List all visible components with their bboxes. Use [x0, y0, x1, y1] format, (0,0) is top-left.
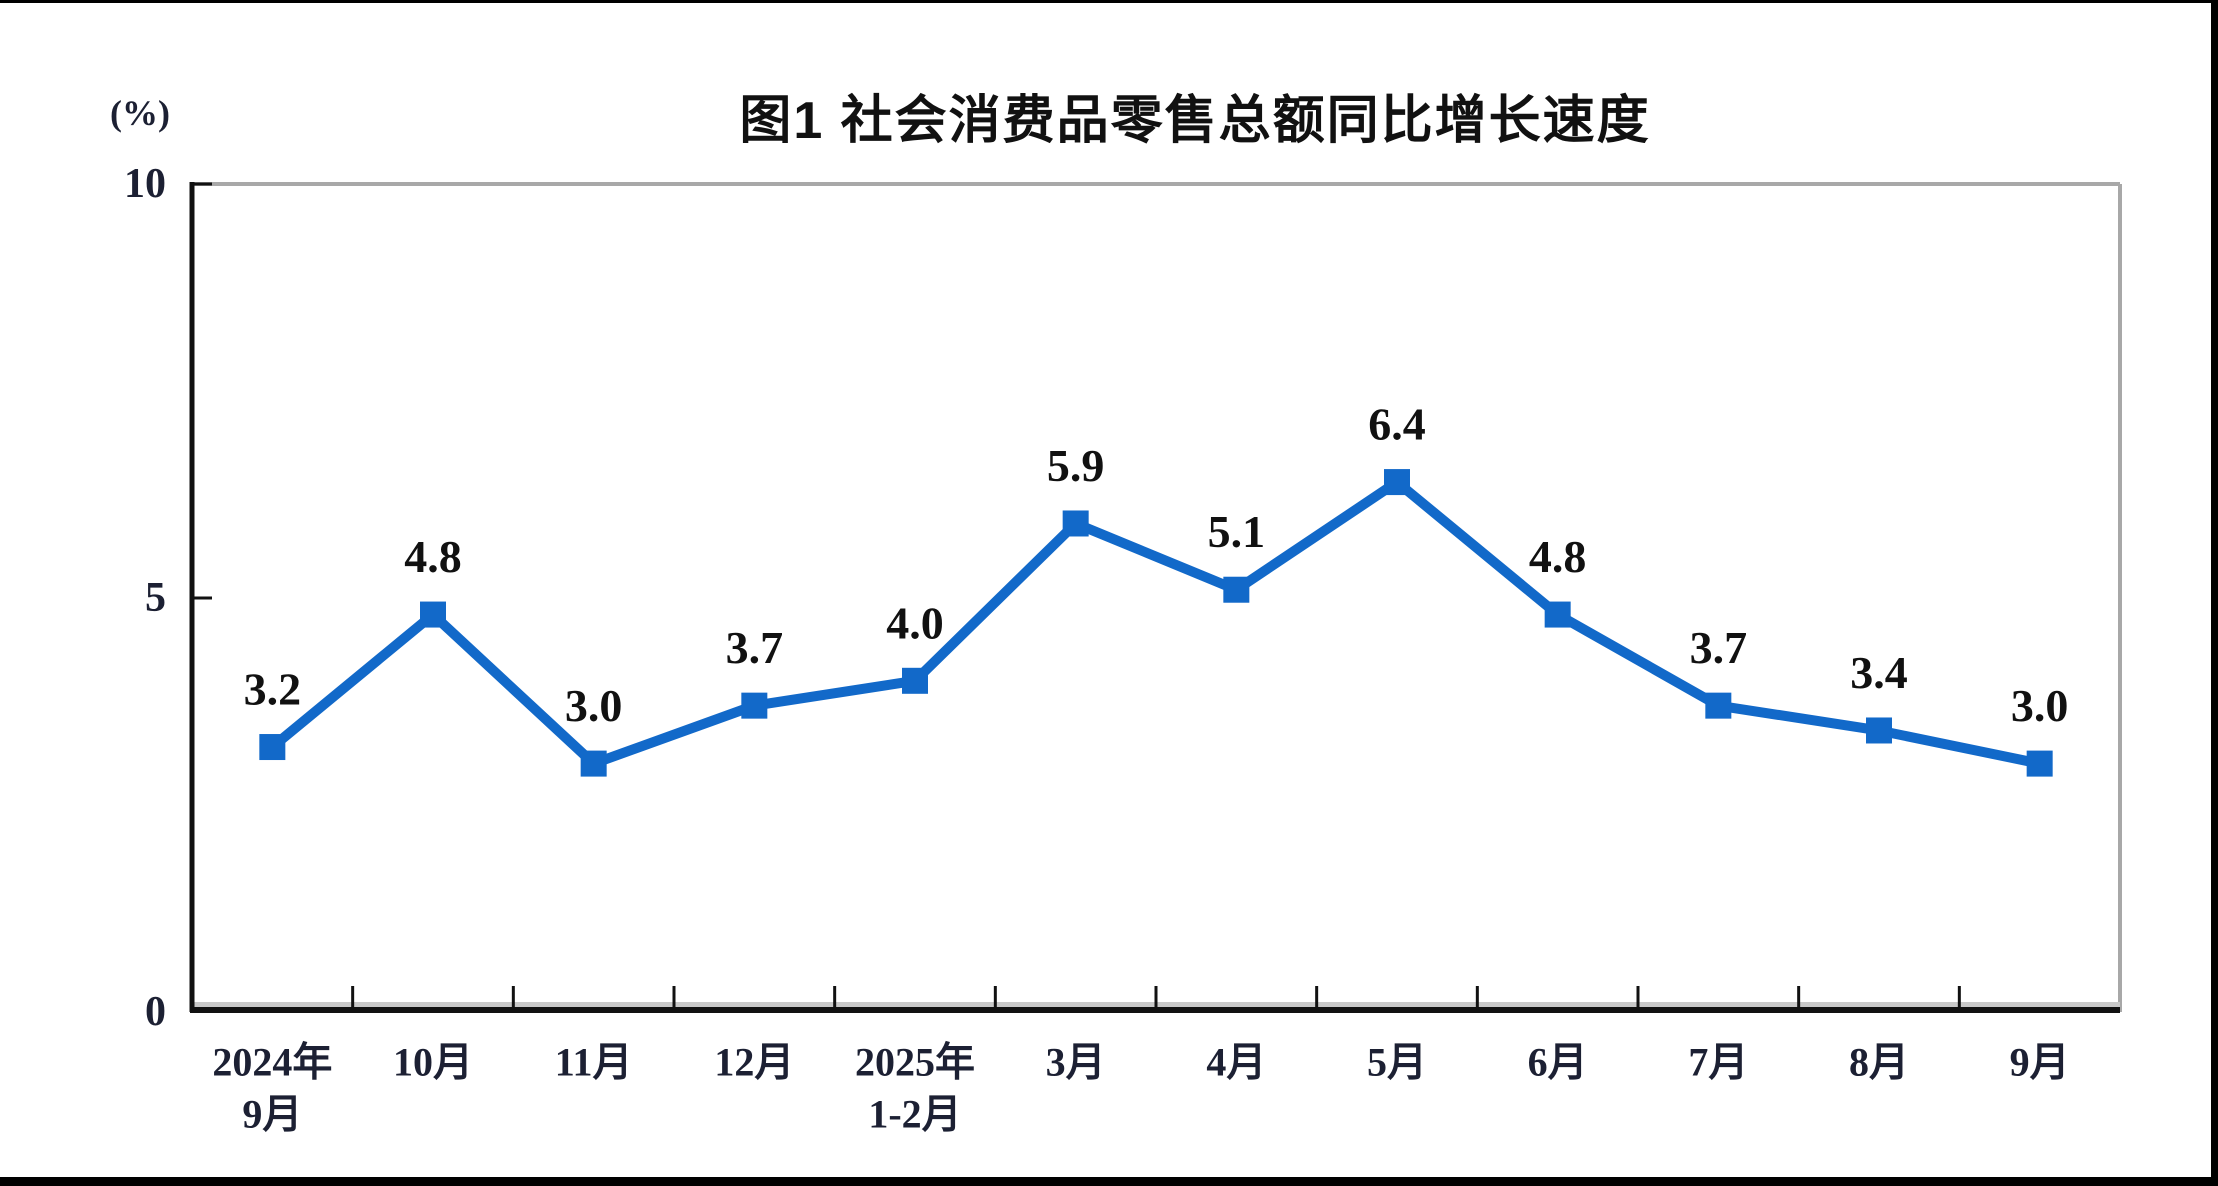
- x-axis-label: 9月: [2010, 1040, 2070, 1085]
- data-point-marker: [1705, 692, 1732, 719]
- data-point-marker: [741, 692, 768, 719]
- data-point-label: 4.8: [404, 531, 462, 582]
- x-axis-label: 3月: [1046, 1040, 1106, 1085]
- data-point-marker: [1866, 717, 1892, 744]
- data-point-label: 4.8: [1529, 531, 1587, 582]
- data-point-marker: [420, 601, 446, 628]
- chart-title: 图1 社会消费品零售总额同比增长速度: [739, 92, 1651, 150]
- y-axis-tick-label: 0: [145, 989, 166, 1035]
- x-axis-label: 11月: [555, 1040, 633, 1085]
- data-point-label: 3.2: [244, 664, 302, 715]
- data-point-label: 4.0: [886, 597, 944, 648]
- data-point-marker: [2026, 750, 2053, 777]
- x-axis-label: 8月: [1849, 1040, 1909, 1085]
- data-point-label: 5.9: [1047, 440, 1105, 491]
- data-point-label: 3.7: [726, 622, 784, 673]
- data-point-label: 3.0: [565, 680, 623, 731]
- x-axis-label: 4月: [1206, 1040, 1266, 1085]
- data-point-marker: [259, 734, 286, 761]
- data-point-marker: [902, 667, 928, 694]
- frame-right-border: [2211, 0, 2218, 1186]
- x-axis-label: 10月: [393, 1040, 473, 1085]
- data-point-label: 3.4: [1850, 647, 1908, 698]
- data-point-marker: [1062, 510, 1089, 537]
- frame-bottom-border: [0, 1177, 2218, 1186]
- data-point-label: 5.1: [1208, 506, 1266, 557]
- x-axis-label: 12月: [714, 1040, 794, 1085]
- data-point-marker: [1384, 469, 1410, 496]
- x-axis-label: 2024年: [212, 1040, 332, 1085]
- x-axis-label: 9月: [242, 1092, 302, 1137]
- data-point-marker: [1544, 601, 1571, 628]
- data-point-label: 6.4: [1368, 399, 1426, 450]
- x-axis-label: 1-2月: [868, 1092, 961, 1137]
- x-axis-label: 5月: [1367, 1040, 1427, 1085]
- x-axis-label: 6月: [1528, 1040, 1588, 1085]
- x-axis-label: 2025年: [855, 1040, 975, 1085]
- y-axis-tick-label: 10: [124, 161, 166, 207]
- data-point-label: 3.0: [2011, 680, 2069, 731]
- data-point-marker: [580, 750, 607, 777]
- frame-top-border: [0, 0, 2218, 3]
- data-line: [267, 477, 2045, 769]
- x-axis-label: 7月: [1688, 1040, 1748, 1085]
- y-axis-unit-label: (%): [110, 93, 170, 133]
- y-axis-tick-label: 5: [145, 575, 166, 621]
- data-point-label: 3.7: [1690, 622, 1748, 673]
- data-point-marker: [1223, 576, 1250, 603]
